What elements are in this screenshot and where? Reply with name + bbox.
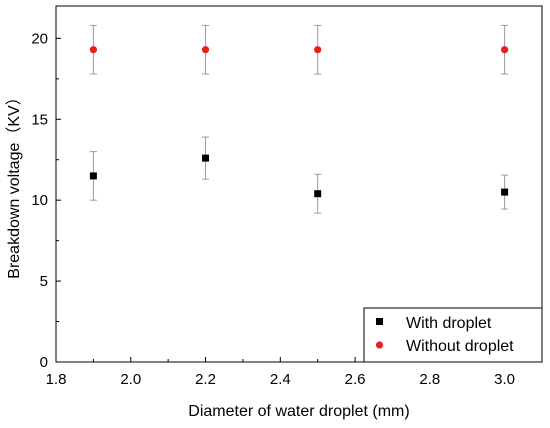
y-tick-label: 15 [31, 111, 48, 128]
data-point-without-droplet [314, 46, 322, 54]
errorbars-layer [89, 24, 509, 214]
legend-box [363, 307, 543, 363]
data-point-without-droplet [201, 46, 210, 54]
legend: With droplet Without droplet [363, 307, 543, 363]
legend-marker-without-droplet [375, 341, 384, 349]
data-point-with-droplet [314, 190, 322, 198]
points-layer [89, 46, 509, 198]
legend-marker-with-droplet [376, 318, 383, 325]
legend-label-without-droplet: Without droplet [406, 338, 514, 355]
y-tick-label: 20 [31, 30, 48, 47]
x-tick-label: 2.8 [419, 371, 440, 388]
x-tick-label: 3.0 [494, 371, 515, 388]
x-tick-label: 2.6 [345, 371, 366, 388]
y-tick-label: 0 [40, 354, 48, 371]
x-tick-label: 2.0 [120, 371, 141, 388]
y-axis-title: Breakdown voltage（KV） [5, 89, 23, 278]
y-tick-label: 10 [31, 192, 48, 209]
data-point-with-droplet [89, 172, 97, 180]
ticks-layer: 1.8 2.0 2.2 2.4 2.6 2.8 3.0 0 5 10 15 20 [31, 30, 543, 388]
plot-frame [55, 5, 543, 363]
data-point-with-droplet [202, 154, 210, 162]
legend-label-with-droplet: With droplet [406, 315, 492, 332]
axes-layer [55, 5, 543, 363]
x-tick-label: 2.4 [270, 371, 291, 388]
x-axis-title: Diameter of water droplet (mm) [188, 403, 409, 420]
x-tick-label: 2.2 [195, 371, 216, 388]
data-point-with-droplet [501, 188, 509, 196]
data-point-without-droplet [89, 46, 97, 54]
y-tick-label: 5 [40, 273, 48, 290]
x-tick-label: 1.8 [46, 371, 67, 388]
data-point-without-droplet [501, 46, 509, 54]
